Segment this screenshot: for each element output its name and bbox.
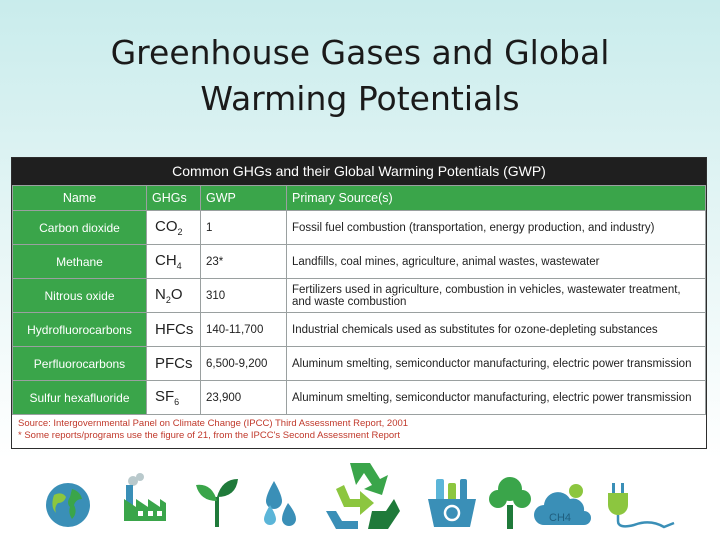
gas-gwp: 1 bbox=[200, 210, 287, 245]
cloud-label: CH4 bbox=[549, 512, 572, 524]
column-header-name: Name bbox=[12, 185, 147, 211]
gas-formula: CH4 bbox=[146, 244, 201, 279]
table-row: Hydrofluorocarbons HFCs 140-11,700 Indus… bbox=[12, 312, 706, 347]
table-row: Carbon dioxide CO2 1 Fossil fuel combust… bbox=[12, 210, 706, 245]
table-heading: Common GHGs and their Global Warming Pot… bbox=[12, 158, 706, 185]
water-drops-icon bbox=[264, 481, 296, 526]
gas-gwp: 23* bbox=[200, 244, 287, 279]
gwp-table-panel: Common GHGs and their Global Warming Pot… bbox=[11, 157, 707, 449]
plug-icon bbox=[608, 483, 675, 529]
gas-formula: N2O bbox=[146, 278, 201, 313]
cloud-icon bbox=[534, 484, 591, 525]
slide-title: Greenhouse Gases and Global Warming Pote… bbox=[0, 30, 720, 122]
table-notes: Source: Intergovernmental Panel on Clima… bbox=[12, 415, 706, 442]
globe-icon bbox=[46, 483, 90, 527]
recycle-icon bbox=[326, 463, 400, 529]
gas-source: Industrial chemicals used as substitutes… bbox=[286, 312, 706, 347]
source-note: Source: Intergovernmental Panel on Clima… bbox=[18, 418, 409, 429]
table-header-row: Name GHGs GWP Primary Source(s) bbox=[12, 185, 706, 211]
gas-name: Carbon dioxide bbox=[12, 210, 147, 245]
gas-source: Aluminum smelting, semiconductor manufac… bbox=[286, 380, 706, 415]
gas-gwp: 140-11,700 bbox=[200, 312, 287, 347]
title-line-1: Greenhouse Gases and Global bbox=[110, 33, 610, 72]
factory-icon bbox=[124, 473, 166, 521]
gas-name: Methane bbox=[12, 244, 147, 279]
title-line-2: Warming Potentials bbox=[200, 79, 520, 118]
tree-icon bbox=[489, 477, 531, 529]
gwp-table: Name GHGs GWP Primary Source(s) Carbon d… bbox=[12, 185, 706, 415]
gas-name: Perfluorocarbons bbox=[12, 346, 147, 381]
gas-gwp: 310 bbox=[200, 278, 287, 313]
gas-formula: SF6 bbox=[146, 380, 201, 415]
gas-gwp: 23,900 bbox=[200, 380, 287, 415]
gas-formula: PFCs bbox=[146, 346, 201, 381]
column-header-gwp: GWP bbox=[200, 185, 287, 211]
table-row: Nitrous oxide N2O 310 Fertilizers used i… bbox=[12, 278, 706, 313]
column-header-source: Primary Source(s) bbox=[286, 185, 706, 211]
gas-gwp: 6,500-9,200 bbox=[200, 346, 287, 381]
gas-name: Nitrous oxide bbox=[12, 278, 147, 313]
column-header-ghgs: GHGs bbox=[146, 185, 201, 211]
gas-formula: CO2 bbox=[146, 210, 201, 245]
eco-icon-strip: CH4 bbox=[0, 455, 720, 540]
sprout-icon bbox=[196, 479, 238, 527]
table-row: Methane CH4 23* Landfills, coal mines, a… bbox=[12, 244, 706, 279]
gas-formula: HFCs bbox=[146, 312, 201, 347]
table-row: Sulfur hexafluoride SF6 23,900 Aluminum … bbox=[12, 380, 706, 415]
gas-source: Fertilizers used in agriculture, combust… bbox=[286, 278, 706, 313]
gas-source: Aluminum smelting, semiconductor manufac… bbox=[286, 346, 706, 381]
gas-name: Hydrofluorocarbons bbox=[12, 312, 147, 347]
gas-name: Sulfur hexafluoride bbox=[12, 380, 147, 415]
footnote: * Some reports/programs use the figure o… bbox=[18, 430, 400, 441]
gas-source: Fossil fuel combustion (transportation, … bbox=[286, 210, 706, 245]
table-row: Perfluorocarbons PFCs 6,500-9,200 Alumin… bbox=[12, 346, 706, 381]
recycling-bin-icon bbox=[428, 479, 476, 527]
gas-source: Landfills, coal mines, agriculture, anim… bbox=[286, 244, 706, 279]
